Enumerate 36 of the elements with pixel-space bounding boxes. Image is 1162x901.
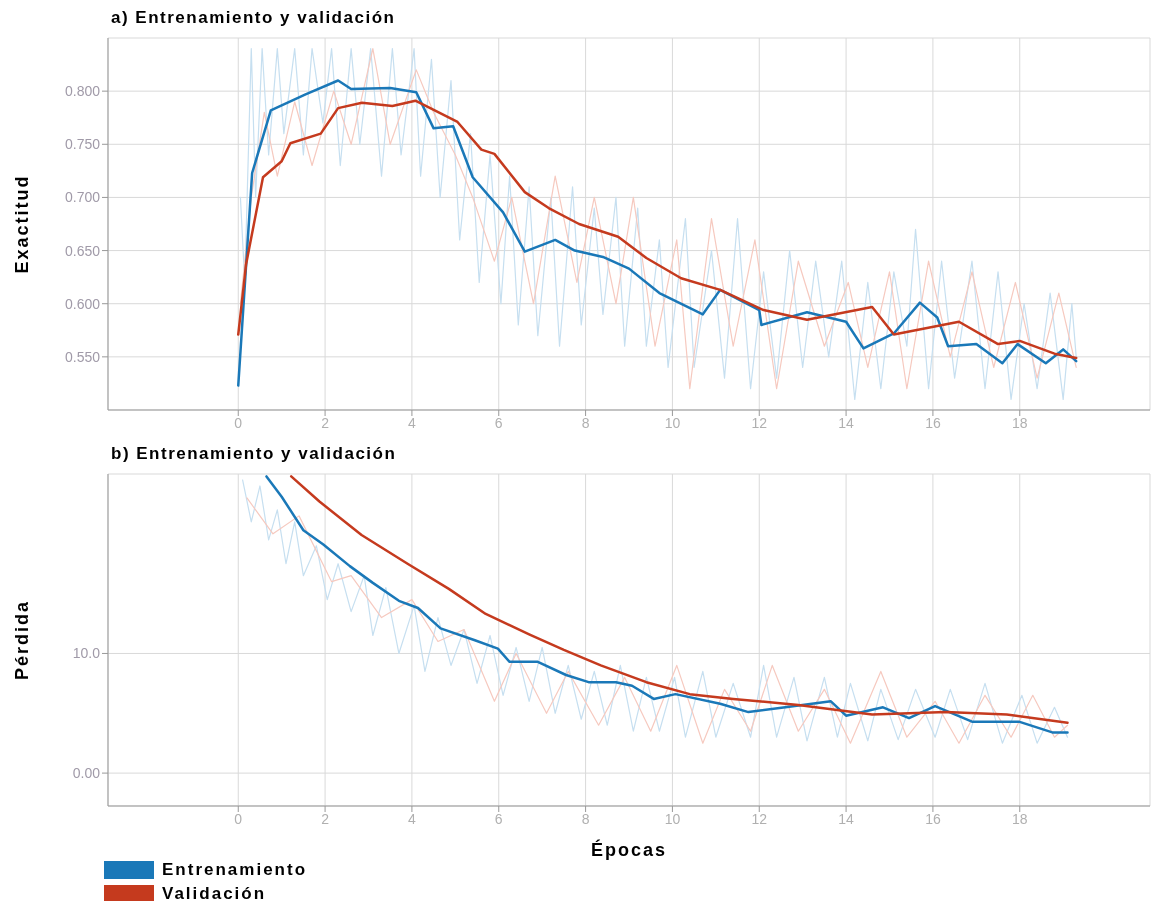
y-tick-label: 0.750 [64,136,101,153]
x-tick-label: 12 [751,810,768,827]
x-tick-label: 4 [408,810,417,827]
legend-label: Validación [162,884,267,901]
y-tick-label: 0.800 [64,83,101,100]
y-tick-label: 0.650 [64,242,101,259]
y-tick-label: 0.550 [64,348,101,365]
x-tick-label: 0 [234,414,243,431]
chart-title: b) Entrenamiento y validación [110,444,398,465]
y-axis-title: Exactitud [12,174,33,274]
x-tick-label: 12 [751,414,768,431]
x-tick-label: 14 [838,414,855,431]
x-tick-label: 10 [664,414,681,431]
x-tick-label: 16 [925,414,941,431]
x-tick-label: 18 [1011,810,1028,827]
y-axis-title: Pérdida [12,599,33,681]
x-tick-label: 6 [494,414,503,431]
chart-title: a) Entrenamiento y validación [110,8,397,29]
x-tick-label: 2 [321,810,330,827]
legend-label: Entrenamiento [162,860,308,880]
x-axis-title: Épocas [590,839,668,860]
y-tick-label: 0.00 [72,765,101,782]
x-tick-label: 18 [1011,414,1028,431]
x-tick-label: 8 [581,810,590,827]
y-tick-label: 0.700 [64,189,101,206]
x-tick-label: 16 [925,810,941,827]
x-tick-label: 4 [408,414,417,431]
line-series [237,99,1078,360]
y-tick-label: 10.0 [72,645,101,662]
x-tick-label: 8 [581,414,590,431]
x-tick-label: 14 [838,810,855,827]
y-tick-label: 0.600 [64,295,101,312]
x-tick-label: 0 [234,810,243,827]
x-tick-label: 6 [494,810,503,827]
x-tick-label: 2 [321,414,330,431]
x-tick-label: 10 [664,810,681,827]
